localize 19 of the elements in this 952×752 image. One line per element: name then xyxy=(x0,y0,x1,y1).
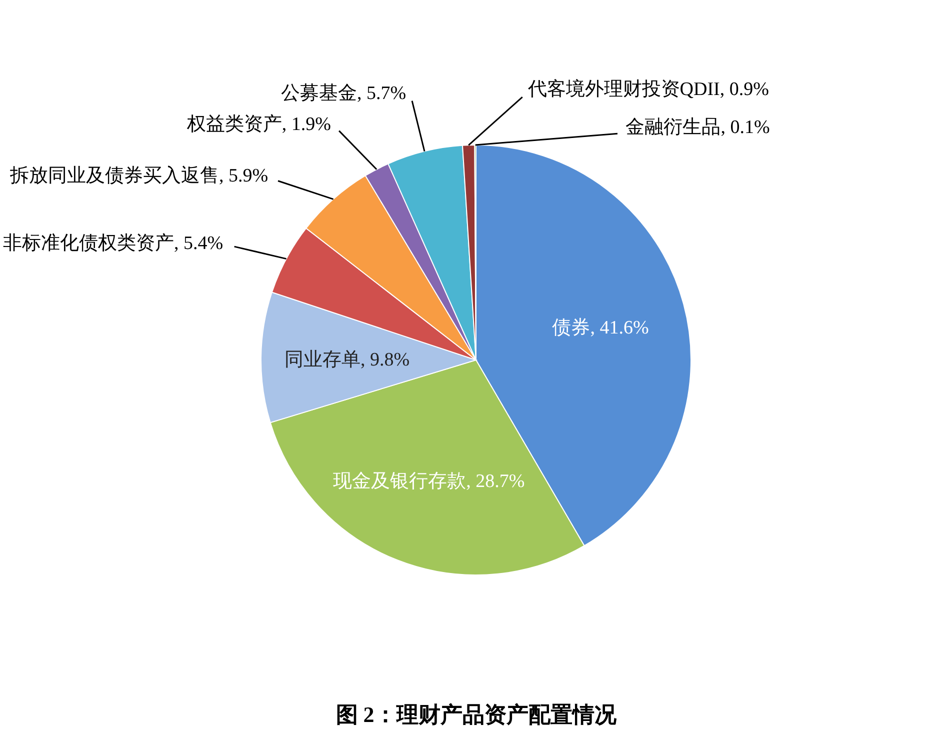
data-label: , 5.4% xyxy=(174,233,224,254)
slice-label: 同业存单 xyxy=(284,349,360,370)
slice-label: 金融衍生品 xyxy=(626,116,721,138)
text: 图 2：理财产品资产配置情况 xyxy=(336,702,618,727)
data-label: , 41.6% xyxy=(590,317,649,338)
slice-label: 债券 xyxy=(552,317,590,338)
slice-label: 拆放同业及债券买入返售 xyxy=(9,165,220,186)
slice-label: 现金及银行存款 xyxy=(333,471,466,492)
slice-label: 权益类资产 xyxy=(186,114,282,135)
data-label: , 5.9% xyxy=(219,165,268,186)
slice-label: 公募基金 xyxy=(281,83,358,104)
data-label: , 5.7% xyxy=(357,83,406,104)
slice-label: 代客境外理财投资QDII xyxy=(526,78,720,100)
data-label: , 9.8% xyxy=(360,349,410,370)
slice-label: 非标准化债权类资产 xyxy=(2,233,174,254)
data-label: , 1.9% xyxy=(282,114,332,135)
data-label: , 0.1% xyxy=(720,116,770,138)
data-label: , 0.9% xyxy=(720,79,770,100)
data-label: , 28.7% xyxy=(466,471,525,492)
